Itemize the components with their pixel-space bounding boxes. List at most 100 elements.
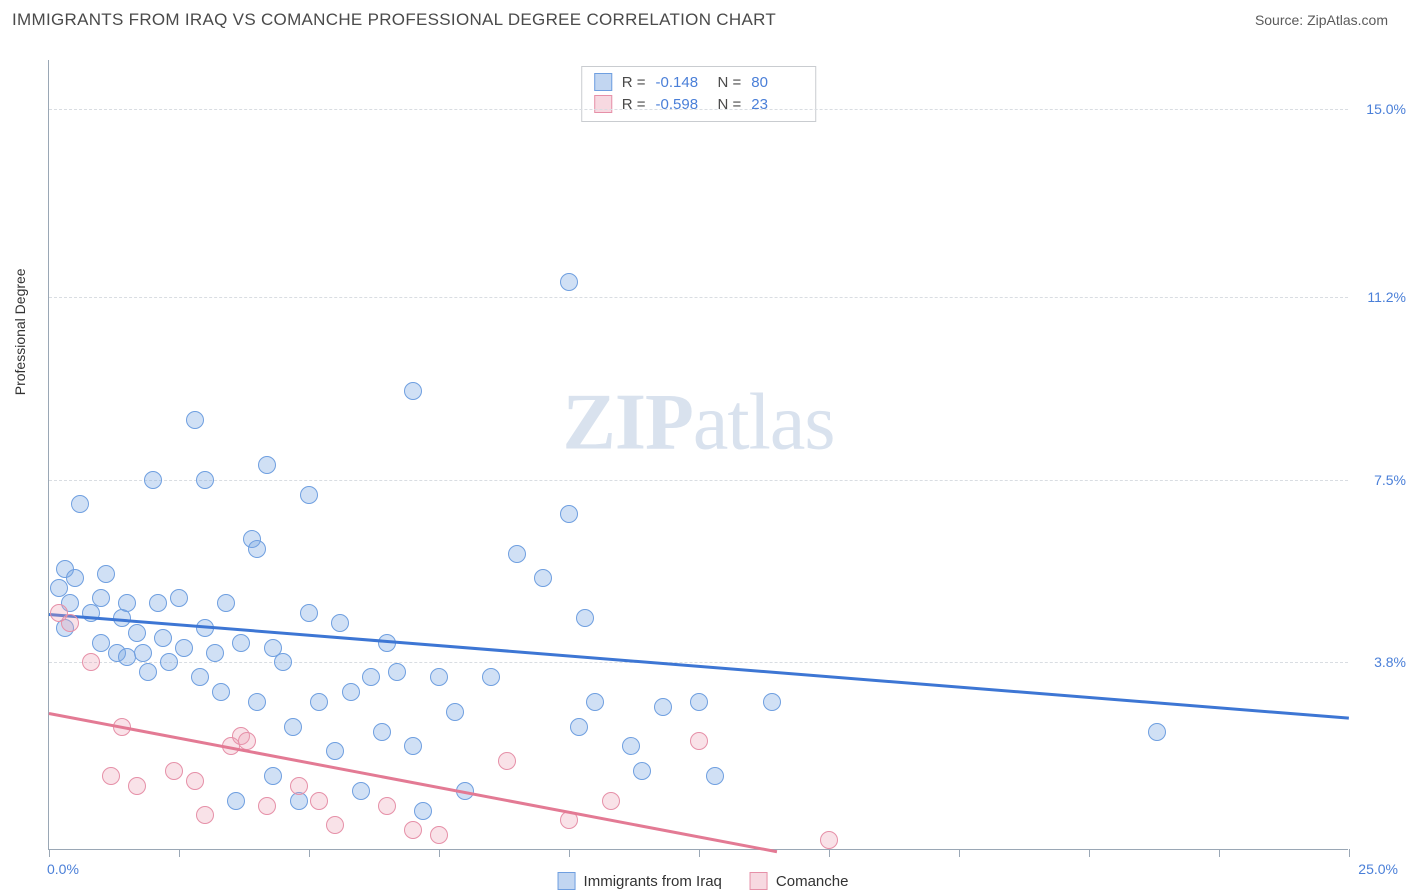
series-legend: Immigrants from Iraq Comanche xyxy=(558,872,849,890)
data-point xyxy=(160,653,178,671)
data-point xyxy=(71,495,89,513)
data-point xyxy=(690,732,708,750)
data-point xyxy=(284,718,302,736)
x-tick xyxy=(1089,849,1090,857)
data-point xyxy=(186,411,204,429)
data-point xyxy=(633,762,651,780)
x-tick xyxy=(569,849,570,857)
data-point xyxy=(154,629,172,647)
data-point xyxy=(430,668,448,686)
data-point xyxy=(560,505,578,523)
data-point xyxy=(97,565,115,583)
legend-item: Comanche xyxy=(750,872,849,890)
data-point xyxy=(102,767,120,785)
x-tick xyxy=(699,849,700,857)
data-point xyxy=(654,698,672,716)
data-point xyxy=(378,797,396,815)
data-point xyxy=(570,718,588,736)
data-point xyxy=(331,614,349,632)
data-point xyxy=(362,668,380,686)
data-point xyxy=(326,742,344,760)
data-point xyxy=(170,589,188,607)
data-point xyxy=(149,594,167,612)
data-point xyxy=(404,382,422,400)
data-point xyxy=(191,668,209,686)
y-tick-label: 15.0% xyxy=(1366,101,1406,117)
data-point xyxy=(342,683,360,701)
data-point xyxy=(414,802,432,820)
data-point xyxy=(258,456,276,474)
data-point xyxy=(534,569,552,587)
y-tick-label: 11.2% xyxy=(1367,289,1406,305)
data-point xyxy=(61,614,79,632)
x-tick xyxy=(179,849,180,857)
data-point xyxy=(264,767,282,785)
data-point xyxy=(430,826,448,844)
data-point xyxy=(1148,723,1166,741)
data-point xyxy=(310,693,328,711)
y-tick-label: 3.8% xyxy=(1374,654,1406,670)
data-point xyxy=(300,486,318,504)
data-point xyxy=(820,831,838,849)
data-point xyxy=(274,653,292,671)
legend-item: Immigrants from Iraq xyxy=(558,872,722,890)
data-point xyxy=(144,471,162,489)
data-point xyxy=(206,644,224,662)
data-point xyxy=(498,752,516,770)
correlation-stats-box: R = -0.148 N = 80 R = -0.598 N = 23 xyxy=(581,66,817,122)
x-tick xyxy=(1349,849,1350,857)
data-point xyxy=(388,663,406,681)
data-point xyxy=(690,693,708,711)
data-point xyxy=(212,683,230,701)
data-point xyxy=(165,762,183,780)
data-point xyxy=(217,594,235,612)
data-point xyxy=(175,639,193,657)
x-tick xyxy=(309,849,310,857)
x-tick xyxy=(1219,849,1220,857)
gridline xyxy=(49,109,1348,110)
data-point xyxy=(232,634,250,652)
chart-title: IMMIGRANTS FROM IRAQ VS COMANCHE PROFESS… xyxy=(12,10,776,30)
data-point xyxy=(248,693,266,711)
data-point xyxy=(227,792,245,810)
data-point xyxy=(482,668,500,686)
data-point xyxy=(310,792,328,810)
data-point xyxy=(622,737,640,755)
watermark: ZIPatlas xyxy=(563,377,835,468)
data-point xyxy=(560,273,578,291)
swatch-blue-icon xyxy=(594,73,612,91)
x-tick xyxy=(49,849,50,857)
y-axis-label: Professional Degree xyxy=(12,268,28,395)
gridline xyxy=(49,662,1348,663)
y-tick-label: 7.5% xyxy=(1374,472,1406,488)
stat-row: R = -0.148 N = 80 xyxy=(594,71,804,93)
data-point xyxy=(92,589,110,607)
data-point xyxy=(576,609,594,627)
swatch-blue-icon xyxy=(558,872,576,890)
x-tick xyxy=(959,849,960,857)
data-point xyxy=(763,693,781,711)
gridline xyxy=(49,480,1348,481)
gridline xyxy=(49,297,1348,298)
x-min-label: 0.0% xyxy=(47,861,79,877)
stat-row: R = -0.598 N = 23 xyxy=(594,93,804,115)
data-point xyxy=(404,821,422,839)
data-point xyxy=(196,471,214,489)
data-point xyxy=(128,777,146,795)
swatch-pink-icon xyxy=(750,872,768,890)
data-point xyxy=(66,569,84,587)
header: IMMIGRANTS FROM IRAQ VS COMANCHE PROFESS… xyxy=(0,0,1406,36)
data-point xyxy=(326,816,344,834)
data-point xyxy=(139,663,157,681)
data-point xyxy=(134,644,152,662)
scatter-chart: ZIPatlas R = -0.148 N = 80 R = -0.598 N … xyxy=(48,60,1348,850)
data-point xyxy=(290,777,308,795)
x-tick xyxy=(829,849,830,857)
data-point xyxy=(300,604,318,622)
source-attribution: Source: ZipAtlas.com xyxy=(1255,12,1388,28)
data-point xyxy=(508,545,526,563)
data-point xyxy=(196,806,214,824)
data-point xyxy=(586,693,604,711)
data-point xyxy=(118,594,136,612)
x-tick xyxy=(439,849,440,857)
